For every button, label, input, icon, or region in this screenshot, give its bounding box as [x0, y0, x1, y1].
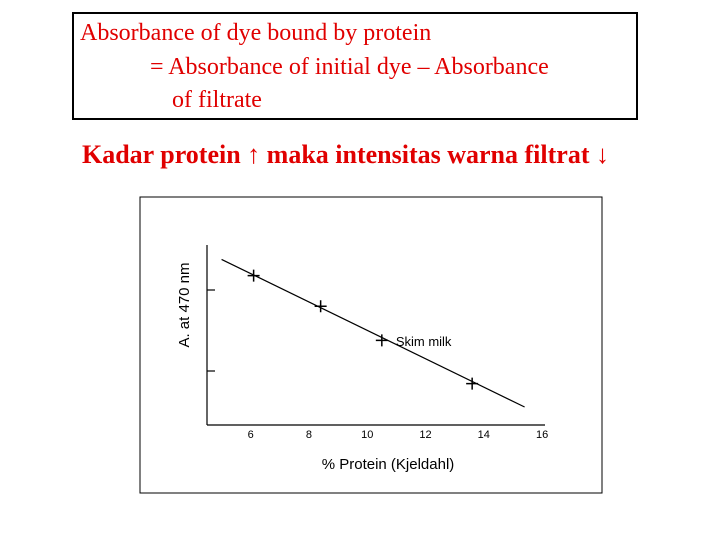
data-point: [375, 334, 388, 347]
formula-box: [72, 12, 638, 120]
x-tick-label: 10: [361, 429, 373, 441]
data-point: [314, 300, 327, 313]
subtitle: Kadar protein ↑ maka intensitas warna fi…: [82, 140, 609, 169]
formula-line: = Absorbance of initial dye – Absorbance: [150, 54, 549, 80]
x-tick-label: 14: [478, 429, 490, 441]
x-tick-label: 12: [419, 429, 431, 441]
data-point: [466, 377, 479, 390]
annotation: Skim milk: [396, 334, 452, 349]
x-tick-label: 6: [248, 429, 254, 441]
formula-line: Absorbance of dye bound by protein: [80, 20, 432, 46]
x-tick-label: 8: [306, 429, 312, 441]
chart-frame: [139, 196, 603, 494]
x-axis-label: % Protein (Kjeldahl): [322, 456, 455, 473]
y-axis-label: A. at 470 nm: [176, 262, 193, 347]
data-point: [247, 269, 260, 282]
formula-line: of filtrate: [172, 87, 262, 113]
x-tick-label: 16: [536, 429, 548, 441]
fit-line: [221, 258, 525, 408]
